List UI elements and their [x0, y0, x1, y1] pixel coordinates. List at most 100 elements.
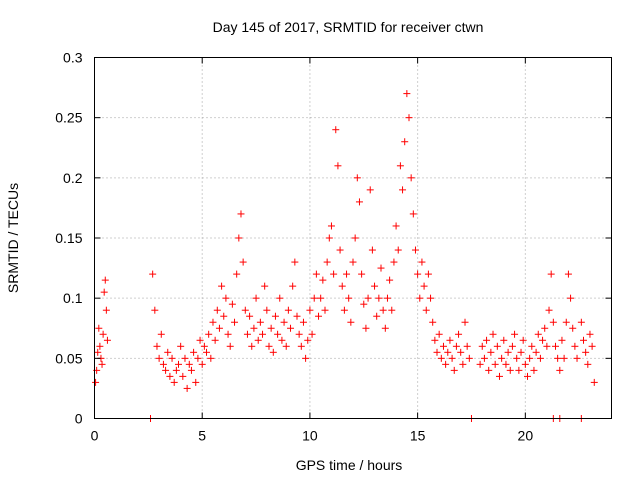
data-point [187, 366, 195, 374]
data-point [256, 318, 264, 326]
data-point [588, 342, 596, 350]
data-point [246, 312, 254, 320]
data-point [175, 360, 183, 368]
data-point [371, 282, 379, 290]
data-point [293, 312, 301, 320]
x-tick-label: 15 [410, 428, 426, 444]
data-point [334, 162, 342, 170]
data-point [554, 354, 562, 362]
data-point [584, 360, 592, 368]
data-point [306, 306, 314, 314]
data-point [364, 294, 372, 302]
data-point [375, 294, 383, 302]
data-point [192, 378, 200, 386]
data-point [388, 306, 396, 314]
x-tick-label: 10 [302, 428, 318, 444]
data-point [194, 354, 202, 362]
data-point [485, 366, 493, 374]
x-tick-label: 20 [518, 428, 534, 444]
data-point [226, 342, 234, 350]
data-point [465, 354, 473, 362]
data-point [317, 294, 325, 302]
data-point [241, 306, 249, 314]
data-point [523, 372, 531, 380]
data-point [577, 318, 585, 326]
data-point [463, 342, 471, 350]
data-point [431, 336, 439, 344]
data-point [394, 246, 402, 254]
data-point [506, 366, 514, 374]
chart-title: Day 145 of 2017, SRMTID for receiver ctw… [213, 19, 484, 35]
data-point [289, 282, 297, 290]
data-point [418, 258, 426, 266]
data-point [416, 294, 424, 302]
data-point [498, 354, 506, 362]
x-tick-label: 5 [198, 428, 206, 444]
data-point [177, 342, 185, 350]
data-point [269, 348, 277, 356]
data-point [444, 348, 452, 356]
data-point [532, 348, 540, 356]
data-point [493, 342, 501, 350]
data-point [215, 324, 223, 332]
data-point [183, 384, 191, 392]
y-tick-labels: 0 0.05 0.1 0.15 0.2 0.25 0.3 [55, 50, 82, 427]
data-point [571, 342, 579, 350]
axis-ticks [94, 57, 612, 419]
data-point [338, 282, 346, 290]
data-point [218, 282, 226, 290]
data-point [280, 318, 288, 326]
data-point [381, 324, 389, 332]
data-point [319, 276, 327, 284]
data-point [274, 330, 282, 338]
data-point [205, 330, 213, 338]
data-point [450, 366, 458, 374]
data-point [541, 324, 549, 332]
data-point [396, 162, 404, 170]
data-point [405, 114, 413, 122]
data-point [263, 306, 271, 314]
data-points [92, 90, 598, 422]
data-point [151, 306, 159, 314]
data-point [502, 360, 510, 368]
data-point [271, 312, 279, 320]
data-point [254, 336, 262, 344]
data-point [534, 330, 542, 338]
data-point [100, 288, 108, 296]
data-point [549, 318, 557, 326]
data-point [362, 324, 370, 332]
data-point [291, 258, 299, 266]
data-point [101, 276, 109, 284]
data-point [231, 318, 239, 326]
data-point [379, 306, 387, 314]
data-point [564, 270, 572, 278]
data-point [295, 330, 303, 338]
data-point [233, 270, 241, 278]
data-point [358, 270, 366, 278]
data-point [504, 348, 512, 356]
data-point [399, 186, 407, 194]
data-point [213, 306, 221, 314]
data-point [330, 270, 338, 278]
data-point [386, 276, 394, 284]
data-point [92, 378, 100, 386]
data-point [220, 312, 228, 320]
data-point [401, 138, 409, 146]
data-point [351, 234, 359, 242]
data-point [276, 294, 284, 302]
data-point [403, 90, 411, 98]
data-point [159, 360, 167, 368]
data-point [459, 360, 467, 368]
data-point [153, 342, 161, 350]
data-point [489, 330, 497, 338]
data-point [265, 342, 273, 350]
data-point [567, 294, 575, 302]
data-point [424, 270, 432, 278]
data-point [545, 306, 553, 314]
data-point [157, 330, 165, 338]
data-point [228, 300, 236, 308]
data-point [448, 354, 456, 362]
data-point [336, 246, 344, 254]
data-point [172, 366, 180, 374]
